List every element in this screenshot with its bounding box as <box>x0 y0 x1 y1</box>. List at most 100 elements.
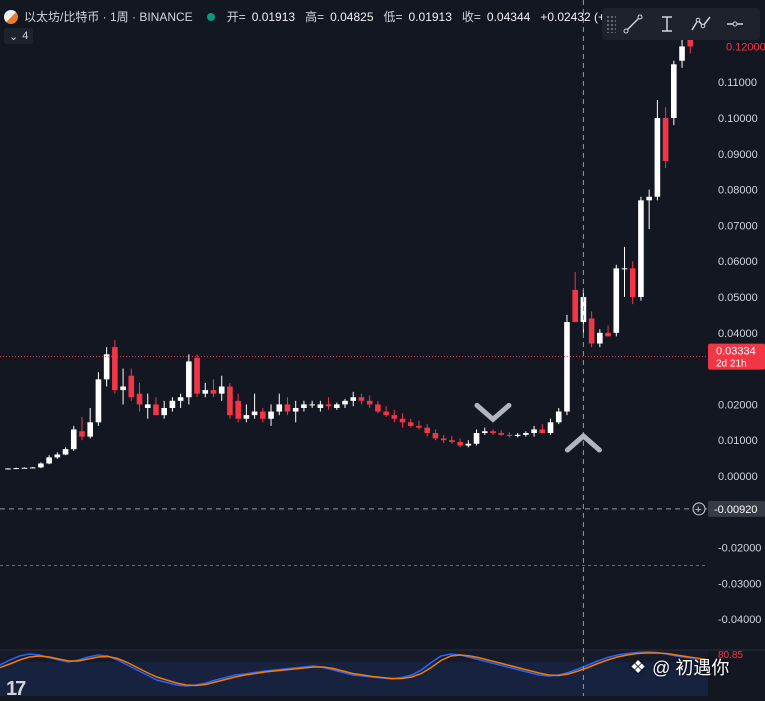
candle-body <box>177 397 184 401</box>
candle-body <box>350 397 357 401</box>
current-price-label-bg <box>708 343 765 370</box>
candle-body <box>70 429 77 450</box>
candle-body <box>375 404 381 412</box>
candle-body <box>572 289 578 323</box>
chevron-down-icon: ⌄ <box>9 30 19 43</box>
y-tick-label: 0.10000 <box>718 113 758 125</box>
y-tick-label: 0.01000 <box>718 435 758 447</box>
cursor-text-icon[interactable] <box>650 10 684 38</box>
candle-body <box>407 422 414 426</box>
candle-body <box>432 433 439 439</box>
path-icon[interactable] <box>684 10 718 38</box>
candle-body <box>646 196 652 201</box>
candle-body <box>473 433 480 444</box>
candle-body <box>292 407 299 412</box>
drawing-toolbar <box>602 8 760 40</box>
market-status-icon <box>206 12 215 21</box>
indicators-toggle[interactable]: ⌄ 4 <box>4 28 34 44</box>
y-tick-label: 0.04000 <box>718 328 758 340</box>
candle-body <box>366 400 373 405</box>
watermark: ❖ @ 初遇你 <box>630 654 729 680</box>
candle-body <box>29 467 36 469</box>
chart-header: 以太坊/比特币 · 1周 · BINANCE 开= 0.01913 高= 0.048… <box>4 8 625 25</box>
indicator-count: 4 <box>22 30 29 42</box>
candle-body <box>613 268 620 333</box>
candle-body <box>120 386 126 391</box>
candle-body <box>424 427 431 434</box>
candle-body <box>210 390 217 394</box>
chevron-down-marker <box>474 402 512 423</box>
candle-body <box>621 268 628 270</box>
drag-handle-icon[interactable] <box>606 15 616 33</box>
candle-body <box>95 379 102 423</box>
candle-body <box>218 386 225 394</box>
candle-body <box>481 431 488 434</box>
current-price-value: 0.03334 <box>716 346 756 358</box>
candle-body <box>465 443 472 446</box>
y-tick-label: 0.11000 <box>718 77 757 89</box>
crosshair-price-value: -0.00920 <box>714 504 757 516</box>
candle-body <box>79 431 85 437</box>
candle-body <box>588 318 595 344</box>
candle-body <box>679 46 685 61</box>
y-tick-label: -0.02000 <box>718 543 761 555</box>
price-axis[interactable]: 0.11000 0.10000 0.09000 0.08000 0.07000 0.060… <box>692 39 765 626</box>
candle-body <box>153 404 159 416</box>
candle-body <box>440 438 447 441</box>
candle-body <box>202 390 209 394</box>
candle-body <box>498 433 504 435</box>
y-tick-label: 0.00000 <box>718 471 758 483</box>
candle-body <box>547 422 554 434</box>
plus-glyph: + <box>695 504 701 516</box>
y-tick-label: 0.07000 <box>718 220 758 232</box>
open-value: 0.01913 <box>251 9 296 24</box>
symbol-label[interactable]: 以太坊/比特币 · 1周 · BINANCE <box>24 10 193 24</box>
candle-body <box>251 411 258 416</box>
crosshair-price-label-bg <box>708 500 765 517</box>
candle-body <box>21 467 28 469</box>
candle-body <box>597 332 603 344</box>
candle-body <box>301 404 307 408</box>
candle-body <box>186 361 192 398</box>
candle-body <box>391 415 398 419</box>
candles <box>5 10 694 470</box>
candle-body <box>358 397 365 401</box>
candle-body <box>399 418 406 423</box>
candle-body <box>128 375 135 398</box>
y-tick-label: 0.06000 <box>718 256 758 268</box>
low-value: 0.01913 <box>408 9 452 24</box>
candle-body <box>654 118 661 197</box>
stochastic-oscillator: 80.85 <box>0 649 765 696</box>
open-label: 开= <box>226 10 246 24</box>
annotations <box>474 402 602 453</box>
price-lines <box>0 0 708 696</box>
oscillator-upper-label: 80.85 <box>718 650 743 661</box>
eth-btc-symbol-icon <box>4 9 18 24</box>
top-price-value: 0.12000 <box>726 41 765 53</box>
oscillator-band <box>0 662 708 696</box>
candle-body <box>260 411 266 419</box>
candle-body <box>103 354 110 380</box>
candle-body <box>161 407 167 416</box>
candle-body <box>342 400 348 405</box>
trend-line-icon[interactable] <box>616 10 650 38</box>
candle-body <box>671 64 677 118</box>
candle-body <box>514 434 521 436</box>
top-price-label-bg <box>708 39 765 54</box>
horizontal-line-icon[interactable] <box>718 10 752 38</box>
candle-body <box>539 429 546 434</box>
chevron-up-marker <box>564 432 602 453</box>
tradingview-logo[interactable]: 17 <box>6 678 26 700</box>
y-tick-label: 0.02000 <box>718 399 758 411</box>
candle-body <box>564 322 570 412</box>
candle-body <box>268 411 274 419</box>
candle-body <box>309 404 315 406</box>
stoch-k-line <box>0 651 706 687</box>
candle-body <box>276 404 283 412</box>
candle-body <box>317 404 324 408</box>
candle-body <box>38 463 44 468</box>
watermark-text: @ 初遇你 <box>652 658 730 678</box>
low-label: 低= <box>383 10 403 24</box>
y-tick-label: -0.04000 <box>718 614 761 626</box>
